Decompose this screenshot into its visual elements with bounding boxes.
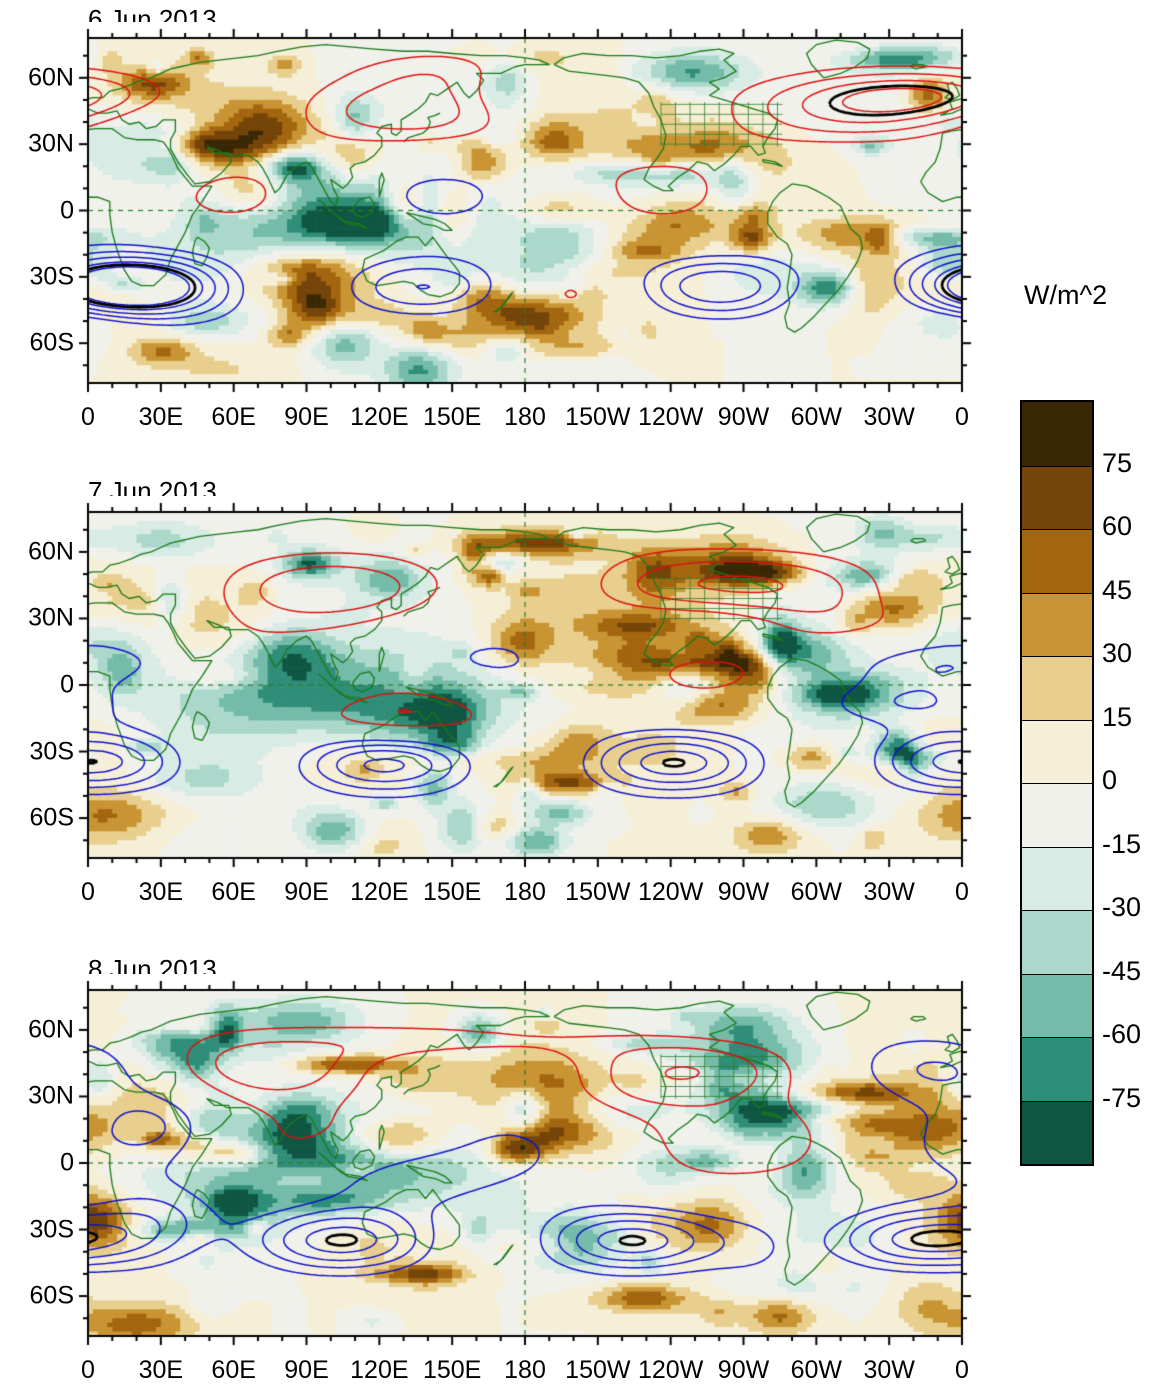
colorbar-level-label: -15 — [1102, 828, 1142, 859]
map-canvas-1 — [72, 22, 978, 399]
x-tick-label: 180 — [504, 878, 546, 906]
map-canvas-3 — [72, 974, 978, 1352]
y-tick-label: 60S — [29, 328, 74, 357]
x-tick-label: 150W — [565, 1356, 631, 1384]
x-tick-label: 90E — [284, 1356, 329, 1384]
x-tick-label: 120W — [638, 878, 704, 906]
y-tick-label: 0 — [60, 1148, 74, 1177]
colorbar-cell — [1022, 783, 1092, 847]
colorbar-level-label: -60 — [1102, 1018, 1142, 1049]
colorbar-level-label: 30 — [1102, 637, 1133, 668]
x-tick-label: 60W — [790, 403, 843, 431]
x-tick-label: 0 — [955, 878, 969, 906]
x-tick-label: 180 — [504, 403, 546, 431]
x-tick-label: 90W — [717, 403, 770, 431]
y-tick-label: 30S — [29, 737, 74, 766]
x-tick-label: 0 — [955, 403, 969, 431]
colorbar-cell — [1022, 529, 1092, 593]
x-tick-label: 120E — [350, 878, 409, 906]
x-tick-label: 150E — [422, 878, 482, 906]
colorbar-cell — [1022, 592, 1092, 656]
colorbar-cell — [1022, 910, 1092, 974]
x-tick-label: 30E — [138, 403, 184, 431]
colorbar-level-label: 15 — [1102, 701, 1133, 732]
x-tick-label: 150E — [422, 403, 482, 431]
colorbar-cell — [1022, 402, 1092, 466]
x-tick-label: 90W — [717, 878, 770, 906]
x-tick-label: 60W — [790, 878, 843, 906]
y-tick-label: 60N — [28, 63, 74, 92]
x-tick-label: 90E — [284, 878, 329, 906]
x-tick-label: 0 — [81, 1356, 95, 1384]
colorbar-cell — [1022, 846, 1092, 910]
x-tick-label: 120E — [350, 1356, 409, 1384]
y-tick-label: 30N — [28, 603, 74, 632]
y-tick-label: 30S — [29, 1215, 74, 1244]
colorbar-cell — [1022, 1037, 1092, 1101]
x-tick-label: 0 — [81, 878, 95, 906]
x-tick-label: 60E — [211, 403, 256, 431]
x-tick-label: 0 — [81, 403, 95, 431]
colorbar-level-label: -75 — [1102, 1082, 1142, 1113]
colorbar-level-label: -45 — [1102, 955, 1142, 986]
x-tick-label: 60W — [790, 1356, 843, 1384]
x-tick-label: 60E — [211, 878, 256, 906]
x-tick-label: 30E — [138, 1356, 184, 1384]
x-tick-label: 0 — [955, 1356, 969, 1384]
x-tick-label: 30W — [863, 1356, 915, 1384]
colorbar-cell — [1022, 719, 1092, 783]
y-tick-label: 30S — [29, 262, 74, 291]
x-tick-label: 90E — [284, 403, 329, 431]
map-canvas-2 — [72, 496, 978, 874]
y-tick-label: 60S — [29, 1281, 74, 1310]
x-tick-label: 30W — [863, 878, 915, 906]
x-tick-label: 60E — [211, 1356, 256, 1384]
y-tick-label: 0 — [60, 670, 74, 699]
y-tick-label: 30N — [28, 129, 74, 158]
x-tick-label: 120E — [350, 403, 409, 431]
colorbar-level-label: 60 — [1102, 510, 1133, 541]
colorbar-level-label: 75 — [1102, 447, 1133, 478]
y-tick-label: 60S — [29, 803, 74, 832]
x-tick-label: 120W — [638, 1356, 704, 1384]
colorbar-cell — [1022, 1100, 1092, 1164]
colorbar-cell — [1022, 973, 1092, 1037]
x-tick-label: 30W — [863, 403, 915, 431]
y-tick-label: 60N — [28, 1015, 74, 1044]
colorbar-level-label: -30 — [1102, 891, 1142, 922]
x-tick-label: 150E — [422, 1356, 482, 1384]
y-tick-label: 0 — [60, 196, 74, 224]
x-tick-label: 120W — [638, 403, 704, 431]
colorbar-level-label: 45 — [1102, 574, 1133, 605]
x-tick-label: 150W — [565, 878, 631, 906]
colorbar-units-label: W/m^2 — [1024, 280, 1108, 310]
colorbar — [1020, 400, 1094, 1166]
colorbar-cell — [1022, 656, 1092, 720]
x-tick-label: 180 — [504, 1356, 546, 1384]
colorbar-cell — [1022, 465, 1092, 529]
x-tick-label: 150W — [565, 403, 631, 431]
colorbar-level-label: 0 — [1102, 764, 1118, 795]
x-tick-label: 90W — [717, 1356, 770, 1384]
y-tick-label: 60N — [28, 537, 74, 566]
y-tick-label: 30N — [28, 1081, 74, 1110]
x-tick-label: 30E — [138, 878, 184, 906]
